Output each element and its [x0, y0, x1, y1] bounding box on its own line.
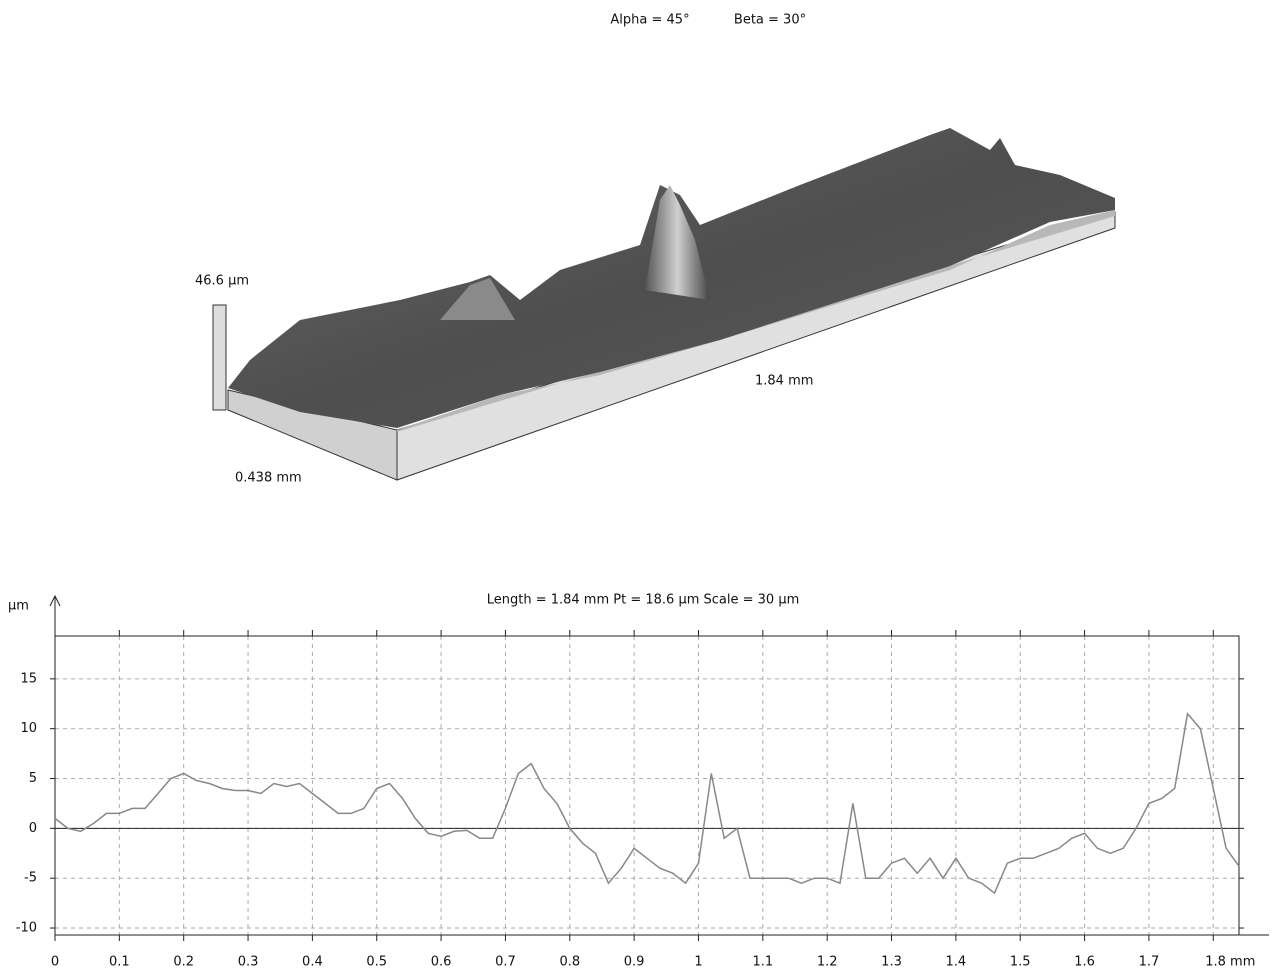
- x-tick-label: 0.6: [431, 955, 452, 970]
- x-tick-label: 1.4: [946, 955, 967, 970]
- x-tick-label: 0.8: [559, 955, 580, 970]
- y-tick-label: -10: [16, 921, 37, 936]
- y-length-label: 0.438 mm: [235, 471, 302, 486]
- x-tick-label: 1.6: [1074, 955, 1095, 970]
- profile-line: [55, 714, 1239, 893]
- x-tick-label: 1: [694, 955, 702, 970]
- surface-view: Alpha = 45° Beta = 30° 46.6 µm 1.84 mm 0…: [195, 13, 1115, 486]
- y-tick-label: 5: [29, 771, 37, 786]
- x-length-label: 1.84 mm: [755, 374, 813, 389]
- x-tick-label: 1.2: [817, 955, 838, 970]
- x-tick-label: 0.7: [495, 955, 516, 970]
- x-tick-label: 0.9: [624, 955, 645, 970]
- x-tick-label: 0: [51, 955, 59, 970]
- chart-title: Length = 1.84 mm Pt = 18.6 µm Scale = 30…: [487, 593, 800, 608]
- x-tick-label: 1.1: [752, 955, 773, 970]
- y-tick-label: -5: [24, 871, 37, 886]
- z-label: 46.6 µm: [195, 274, 249, 289]
- x-tick-label: 1.8 mm: [1205, 955, 1255, 970]
- x-tick-label: 0.1: [109, 955, 130, 970]
- y-axis-label: µm: [8, 599, 29, 614]
- frame: [50, 596, 1269, 941]
- y-tick-label: 0: [29, 821, 37, 836]
- x-tick-label: 1.3: [881, 955, 902, 970]
- x-tick-label: 0.2: [173, 955, 194, 970]
- z-axis-bar: [213, 305, 226, 410]
- y-tick-label: 10: [20, 721, 37, 736]
- y-tick-label: 15: [20, 671, 37, 686]
- x-tick-label: 1.7: [1139, 955, 1160, 970]
- alpha-label: Alpha = 45°: [610, 13, 689, 28]
- x-tick-label: 0.3: [238, 955, 259, 970]
- x-tick-label: 1.5: [1010, 955, 1031, 970]
- x-tick-label: 0.5: [366, 955, 387, 970]
- page: Alpha = 45° Beta = 30° 46.6 µm 1.84 mm 0…: [0, 0, 1276, 970]
- beta-label: Beta = 30°: [734, 13, 806, 28]
- x-tick-label: 0.4: [302, 955, 323, 970]
